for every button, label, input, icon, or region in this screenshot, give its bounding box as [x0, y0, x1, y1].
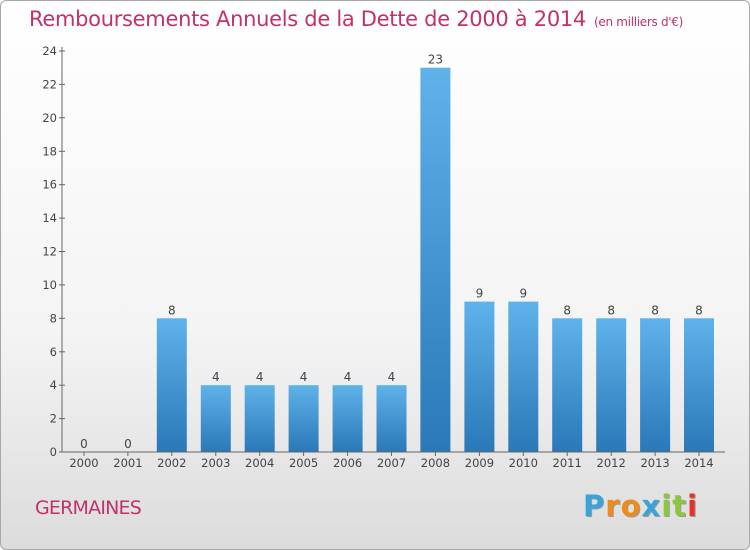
value-label-2002: 8	[168, 303, 176, 317]
x-tick-label-2011: 2011	[553, 456, 582, 470]
logo-letter: P	[583, 489, 606, 523]
bar-2009	[464, 301, 495, 452]
y-tick-label-10: 10	[42, 278, 57, 292]
chart-title-text: Remboursements Annuels de la Dette de 20…	[29, 7, 586, 31]
x-tick-label-2003: 2003	[201, 456, 230, 470]
logo-letter: r	[605, 489, 621, 523]
value-label-2007: 4	[388, 370, 396, 384]
bar-2010	[508, 301, 539, 452]
bar-2012	[596, 318, 627, 452]
y-tick-label-4: 4	[50, 378, 57, 392]
value-label-2001: 0	[124, 437, 132, 451]
bar-2013	[640, 318, 671, 452]
chart-title: Remboursements Annuels de la Dette de 20…	[29, 7, 683, 31]
value-label-2006: 4	[344, 370, 352, 384]
bar-2005	[288, 385, 319, 452]
y-tick-label-0: 0	[50, 445, 57, 459]
x-tick-label-2001: 2001	[113, 456, 142, 470]
x-tick-label-2005: 2005	[289, 456, 318, 470]
logo-letter: o	[620, 489, 642, 523]
proxiti-logo[interactable]: Proxiti	[583, 489, 698, 523]
y-tick-label-14: 14	[42, 211, 57, 225]
bars-layer	[156, 67, 714, 452]
logo-letter: i	[661, 489, 673, 523]
x-tick-label-2012: 2012	[597, 456, 626, 470]
x-tick-label-2004: 2004	[245, 456, 274, 470]
bar-2002	[156, 318, 187, 452]
y-tick-label-18: 18	[42, 144, 57, 158]
value-label-2004: 4	[256, 370, 264, 384]
y-tick-label-8: 8	[50, 311, 57, 325]
logo-letter: x	[641, 489, 662, 523]
y-tick-label-22: 22	[42, 77, 57, 91]
logo-letter: t	[672, 489, 688, 523]
value-label-2009: 9	[476, 287, 484, 301]
y-tick-label-20: 20	[42, 111, 57, 125]
y-tick-label-6: 6	[50, 345, 57, 359]
x-tick-label-2007: 2007	[377, 456, 406, 470]
value-label-2005: 4	[300, 370, 308, 384]
y-tick-label-12: 12	[42, 245, 57, 259]
bar-2007	[376, 385, 407, 452]
value-label-2003: 4	[212, 370, 220, 384]
bar-2003	[200, 385, 231, 452]
bar-2008	[420, 67, 451, 452]
y-tick-label-16: 16	[42, 178, 57, 192]
value-label-2013: 8	[651, 303, 659, 317]
logo-letter: i	[687, 489, 699, 523]
axes-layer	[59, 47, 725, 456]
value-label-2010: 9	[519, 287, 527, 301]
value-label-2012: 8	[607, 303, 615, 317]
x-tick-label-2013: 2013	[640, 456, 669, 470]
bar-2004	[244, 385, 275, 452]
labels-layer: 0200002001820024200342004420054200642007…	[42, 44, 713, 470]
chart-unit: (en milliers d'€)	[594, 15, 684, 29]
y-tick-label-24: 24	[42, 44, 57, 58]
x-tick-label-2002: 2002	[157, 456, 186, 470]
x-tick-label-2009: 2009	[465, 456, 494, 470]
bar-2011	[552, 318, 583, 452]
y-tick-label-2: 2	[50, 412, 57, 426]
value-label-2008: 23	[428, 53, 443, 67]
bar-2014	[684, 318, 714, 452]
bar-2006	[332, 385, 363, 452]
value-label-2000: 0	[80, 437, 88, 451]
x-tick-label-2008: 2008	[421, 456, 450, 470]
x-tick-label-2014: 2014	[684, 456, 713, 470]
x-tick-label-2000: 2000	[69, 456, 98, 470]
x-tick-label-2010: 2010	[509, 456, 538, 470]
value-label-2014: 8	[695, 303, 703, 317]
x-tick-label-2006: 2006	[333, 456, 362, 470]
value-label-2011: 8	[563, 303, 571, 317]
commune-name: GERMAINES	[35, 497, 142, 519]
